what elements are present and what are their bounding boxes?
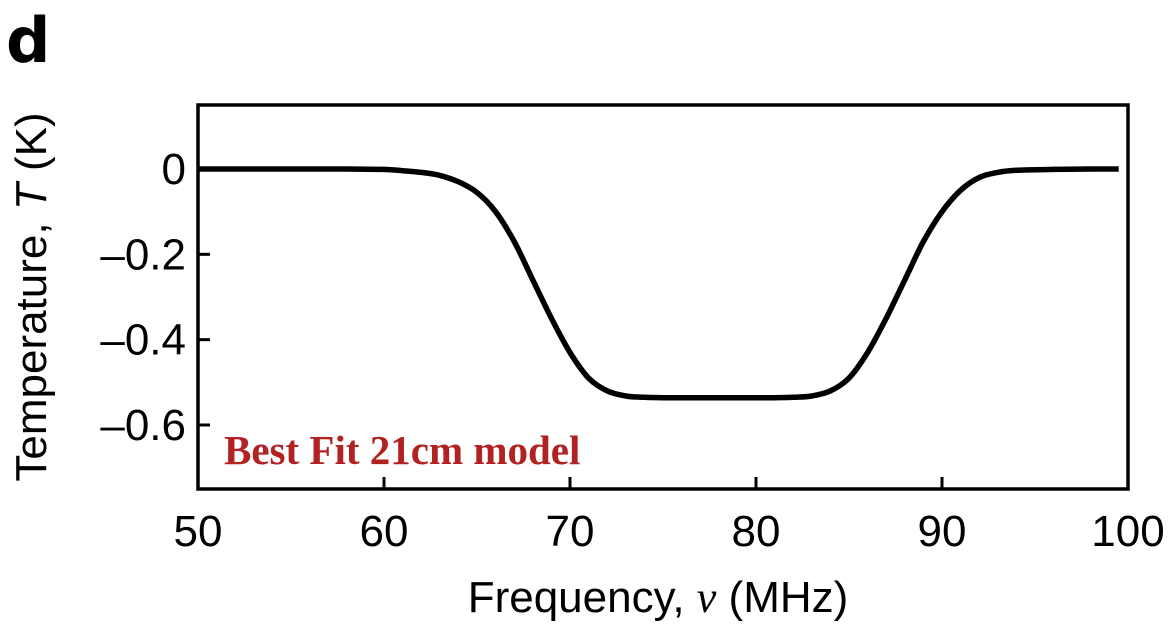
- x-tick-label: 50: [174, 507, 223, 556]
- annotation: Best Fit 21cm model: [224, 427, 580, 473]
- series-line: [197, 166, 1119, 401]
- y-axis-label: Temperature, T (K): [7, 112, 56, 481]
- x-tick-label: 100: [1091, 507, 1164, 556]
- y-axis-ticks: 0 –0.2 –0.4 –0.6: [100, 145, 210, 450]
- y-tick-label: –0.4: [100, 316, 186, 365]
- y-tick-label: –0.2: [100, 230, 186, 279]
- y-tick-label: 0: [162, 145, 186, 194]
- x-tick-label: 60: [360, 507, 409, 556]
- y-tick-label: –0.6: [100, 401, 186, 450]
- x-axis-label: Frequency, ν (MHz): [468, 573, 849, 622]
- x-tick-label: 70: [546, 507, 595, 556]
- plot-frame: [196, 103, 1130, 491]
- x-axis-ticks: 50 60 70 80 90 100: [174, 477, 1165, 556]
- x-tick-label: 90: [918, 507, 967, 556]
- panel-label: d: [6, 4, 50, 77]
- x-tick-label: 80: [732, 507, 781, 556]
